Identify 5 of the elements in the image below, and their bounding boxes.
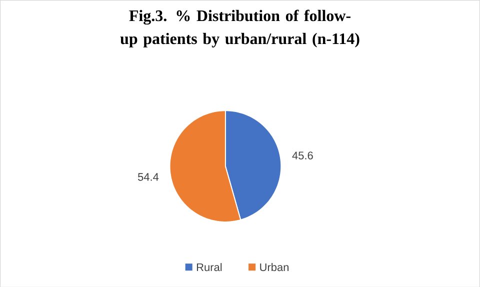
data-label: 54.4 bbox=[138, 173, 159, 181]
chart-title: Fig.3. % Distribution of follow-up patients by urban/rural (n-114) bbox=[120, 10, 360, 48]
legend-label: Urban bbox=[260, 262, 288, 271]
legend-label: Rural bbox=[196, 262, 222, 271]
data-label: 45.6 bbox=[292, 151, 313, 160]
